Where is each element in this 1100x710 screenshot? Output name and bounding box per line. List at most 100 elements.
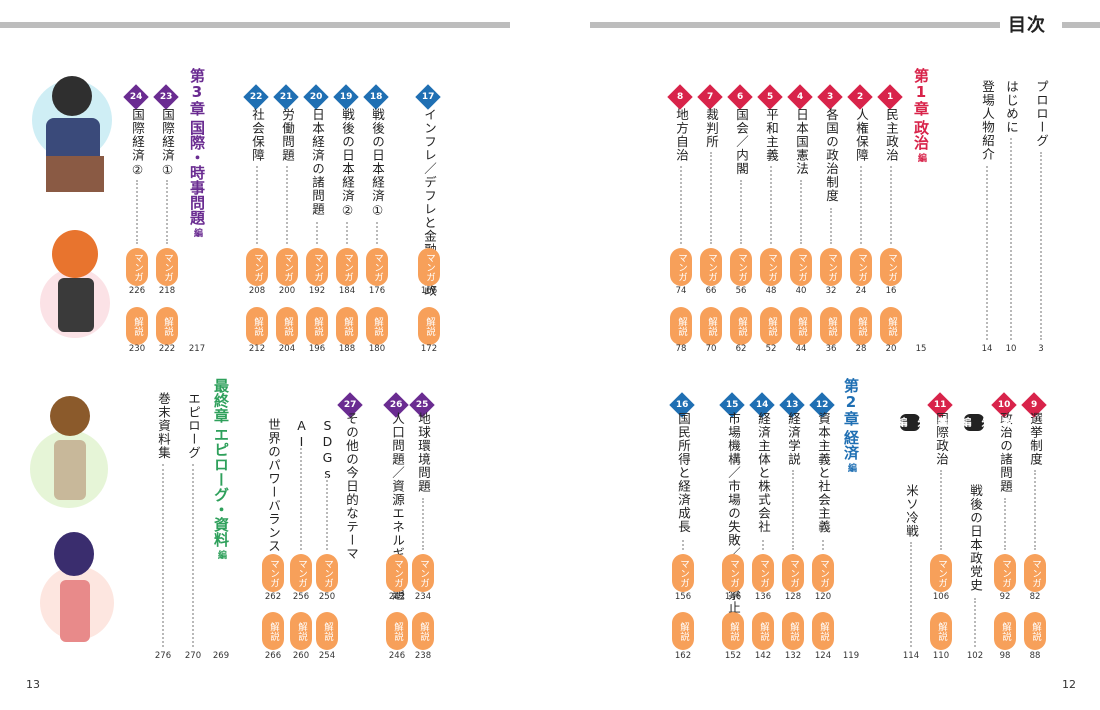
chapter-label: 第1章	[912, 68, 930, 116]
manga-page: 82	[1029, 592, 1041, 602]
kaisetsu-page: 20	[885, 344, 897, 354]
dot-leader	[1034, 470, 1036, 550]
manga-page: 200	[278, 286, 296, 296]
kaisetsu-label: 解説	[994, 612, 1016, 650]
manga-label: マンガ	[290, 554, 312, 592]
page-number-left: 13	[26, 678, 40, 691]
dot-leader	[710, 152, 712, 244]
dot-leader	[256, 166, 258, 244]
badge-number: 13	[785, 400, 799, 410]
manga-page: 74	[675, 286, 687, 296]
kaisetsu-page: 142	[754, 651, 772, 661]
manga-label: マンガ	[156, 248, 178, 286]
entry-title: 社会保障	[250, 108, 265, 162]
character-illustration-man-body	[54, 440, 86, 500]
dot-leader	[682, 540, 684, 550]
dot-leader	[376, 222, 378, 244]
dot-leader	[800, 180, 802, 244]
kaisetsu-page: 28	[855, 344, 867, 354]
chapter-number-badge: 6	[727, 84, 753, 110]
manga-page: 208	[248, 286, 266, 296]
entry-title: 国際経済②	[130, 108, 145, 178]
chapter-number-badge: 18	[363, 84, 389, 110]
kaisetsu-page: 188	[338, 344, 356, 354]
kaisetsu-label: 解説	[316, 612, 338, 650]
entry-title: 地球環境問題	[416, 412, 431, 493]
kaisetsu-page: 254	[318, 651, 336, 661]
manga-label: マンガ	[760, 248, 782, 286]
badge-number: 18	[369, 92, 383, 102]
chapter-title: 第2章経済編	[840, 378, 862, 472]
chapter-suffix: 編	[916, 153, 926, 162]
dot-leader	[1010, 138, 1012, 340]
kaisetsu-label: 解説	[126, 307, 148, 345]
dot-leader	[346, 222, 348, 244]
badge-number: 24	[129, 92, 143, 102]
chapter-number-badge: 1	[877, 84, 903, 110]
kaisetsu-label: 解説	[276, 307, 298, 345]
page-number: 270	[184, 651, 202, 661]
kaisetsu-page: 266	[264, 651, 282, 661]
manga-label: マンガ	[672, 554, 694, 592]
manga-page: 146	[724, 592, 742, 602]
kaisetsu-label: 解説	[1024, 612, 1046, 650]
kaisetsu-label: 解説	[790, 307, 812, 345]
dot-leader	[136, 180, 138, 244]
page-number: 10	[1005, 344, 1017, 354]
manga-page: 250	[318, 592, 336, 602]
manga-label: マンガ	[670, 248, 692, 286]
kaisetsu-page: 180	[368, 344, 386, 354]
character-illustration-teacher-suit	[46, 118, 100, 158]
chapter-title: 第3章国際・時事問題編	[186, 68, 208, 237]
manga-label: マンガ	[752, 554, 774, 592]
kaisetsu-page: 204	[278, 344, 296, 354]
chapter-number-badge: 5	[757, 84, 783, 110]
kaisetsu-page: 62	[735, 344, 747, 354]
dot-leader	[792, 470, 794, 550]
chapter-number-badge: 2	[847, 84, 873, 110]
kaisetsu-page: 88	[1029, 651, 1041, 661]
manga-label: マンガ	[1024, 554, 1046, 592]
podium-icon	[46, 156, 104, 192]
manga-page: 48	[765, 286, 777, 296]
chapter-number-badge: 24	[123, 84, 149, 110]
kaisetsu-label: 解説	[880, 307, 902, 345]
kaisetsu-label: 解説	[336, 307, 358, 345]
entry-title: 平和主義	[764, 108, 779, 162]
character-illustration-woman-body	[60, 580, 90, 642]
badge-number: 27	[343, 400, 357, 410]
manga-page: 262	[264, 592, 282, 602]
kaisetsu-page: 44	[795, 344, 807, 354]
dot-leader	[860, 166, 862, 244]
manga-page: 24	[855, 286, 867, 296]
chapter-suffix: 編	[846, 463, 856, 472]
badge-number: 17	[421, 92, 435, 102]
badge-number: 7	[706, 91, 714, 102]
entry-title: はじめに	[1004, 80, 1019, 134]
kaisetsu-label: 解説	[850, 307, 872, 345]
entry-title: 政治の諸問題	[998, 412, 1013, 493]
header-rule-right	[590, 22, 1000, 28]
badge-number: 12	[815, 400, 829, 410]
character-illustration-woman-hair	[54, 532, 94, 576]
manga-label: マンガ	[782, 554, 804, 592]
manga-label: マンガ	[812, 554, 834, 592]
dot-leader	[286, 166, 288, 244]
kaisetsu-page: 132	[784, 651, 802, 661]
chapter-page: 269	[212, 651, 230, 661]
kaisetsu-page: 172	[420, 344, 438, 354]
manga-page: 32	[825, 286, 837, 296]
manga-page: 120	[814, 592, 832, 602]
page-number-right: 12	[1062, 678, 1076, 691]
chapter-title: 第1章政治編	[910, 68, 932, 162]
dot-leader	[166, 180, 168, 244]
kaisetsu-label: 解説	[306, 307, 328, 345]
manga-page: 128	[784, 592, 802, 602]
dot-leader	[326, 476, 328, 550]
badge-number: 1	[886, 91, 894, 102]
manga-page: 242	[388, 592, 406, 602]
badge-number: 5	[766, 91, 774, 102]
entry-title: 労働問題	[280, 108, 295, 162]
entry-title: 国民所得と経済成長	[676, 412, 691, 534]
manga-label: マンガ	[126, 248, 148, 286]
